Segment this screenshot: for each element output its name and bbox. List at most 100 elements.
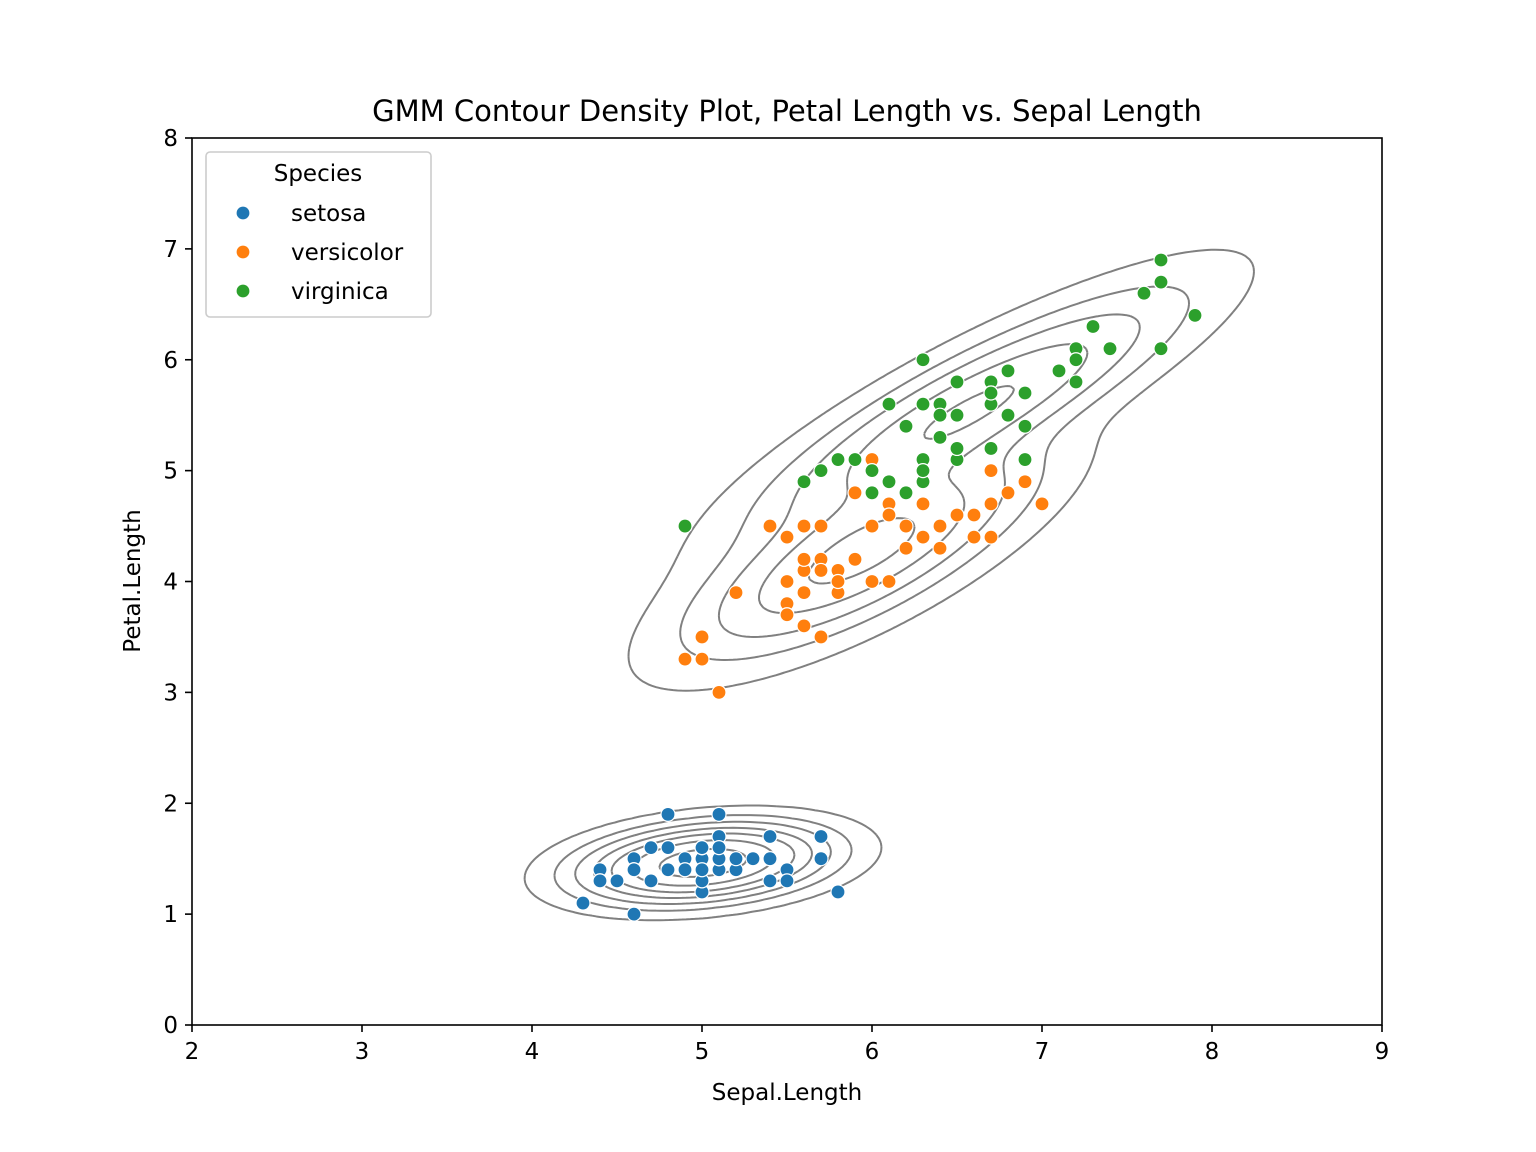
setosa-point [660,839,676,856]
virginica-point [1000,407,1016,423]
versicolor-point [711,684,727,700]
x-tick-label: 3 [355,1039,370,1065]
setosa-point [762,851,778,867]
setosa-point [711,806,727,822]
versicolor-point [881,573,897,590]
legend-marker-setosa [235,205,251,221]
versicolor-point [830,573,846,590]
setosa-point [745,851,761,867]
virginica-point [1017,451,1033,468]
virginica-point [949,374,965,390]
x-tick-label: 2 [185,1039,200,1065]
x-tick-label: 7 [1035,1039,1050,1065]
versicolor-point [813,518,829,534]
x-tick-label: 8 [1205,1039,1220,1065]
virginica-point [1153,341,1169,357]
setosa-point [694,862,710,878]
setosa-point [728,851,744,867]
setosa-point [813,828,829,845]
virginica-point [864,463,880,479]
versicolor-point [898,518,914,534]
virginica-point [1068,352,1084,368]
virginica-point [1153,252,1169,268]
x-tick-label: 6 [865,1039,880,1065]
y-tick-label: 4 [163,570,178,596]
versicolor-point [796,584,812,601]
versicolor-point [779,607,795,623]
x-axis: 2 3 4 5 6 7 8 9 [185,1025,1390,1065]
versicolor-point [762,518,778,534]
virginica-point [677,518,693,534]
versicolor-point [796,551,812,567]
series-setosa [575,806,846,922]
x-tick-label: 9 [1375,1039,1390,1065]
setosa-point [609,873,625,889]
virginica-point [932,429,948,445]
virginica-point [813,463,829,479]
y-tick-label: 3 [163,680,178,706]
virginica-point [949,440,965,457]
versicolor-point [813,562,829,579]
setosa-point [660,806,676,822]
x-tick-label: 5 [695,1039,710,1065]
virginica-point [847,451,863,468]
virginica-point [915,396,931,412]
setosa-point [643,873,659,889]
versicolor-point [983,496,999,512]
setosa-point [762,873,778,889]
y-axis-label: Petal.Length [120,509,146,652]
y-tick-label: 7 [163,237,178,263]
legend-marker-virginica [235,283,251,299]
versicolor-point [915,529,931,545]
virginica-point [881,396,897,412]
series-versicolor [677,451,1050,700]
setosa-point [779,873,795,889]
versicolor-point [864,518,880,534]
legend-label-setosa: setosa [291,201,366,227]
virginica-point [915,463,931,479]
setosa-point [813,851,829,867]
virginica-point [983,385,999,401]
virginica-point [1102,341,1118,357]
versicolor-point [1000,485,1016,501]
versicolor-point [881,507,897,523]
y-axis: 0 1 2 3 4 5 6 7 8 [163,126,192,1039]
setosa-point [626,862,642,878]
legend-marker-versicolor [235,244,251,260]
versicolor-point [932,518,948,534]
legend-label-virginica: virginica [291,279,389,305]
virginica-point [796,474,812,490]
virginica-point [1085,318,1101,335]
virginica-point [1051,363,1067,379]
y-tick-label: 1 [163,902,178,928]
versicolor-point [966,507,982,523]
versicolor-point [915,496,931,512]
density-contour-line [553,285,1191,912]
virginica-point [983,440,999,457]
setosa-point [694,839,710,856]
virginica-point [830,451,846,468]
versicolor-point [864,573,880,590]
virginica-point [1153,274,1169,290]
virginica-point [915,352,931,368]
scatter-points [575,252,1203,922]
virginica-point [1068,374,1084,390]
setosa-point [643,839,659,856]
virginica-point [1187,307,1203,323]
x-tick-label: 4 [525,1039,540,1065]
virginica-point [898,485,914,501]
series-virginica [677,252,1203,534]
versicolor-point [898,540,914,556]
virginica-point [864,485,880,501]
versicolor-point [813,629,829,645]
versicolor-point [694,629,710,645]
setosa-point [575,895,591,911]
versicolor-point [949,507,965,523]
versicolor-point [847,485,863,501]
versicolor-point [932,540,948,556]
versicolor-point [796,518,812,534]
versicolor-point [694,651,710,667]
versicolor-point [796,618,812,634]
legend: Species setosa versicolor virginica [205,151,432,318]
